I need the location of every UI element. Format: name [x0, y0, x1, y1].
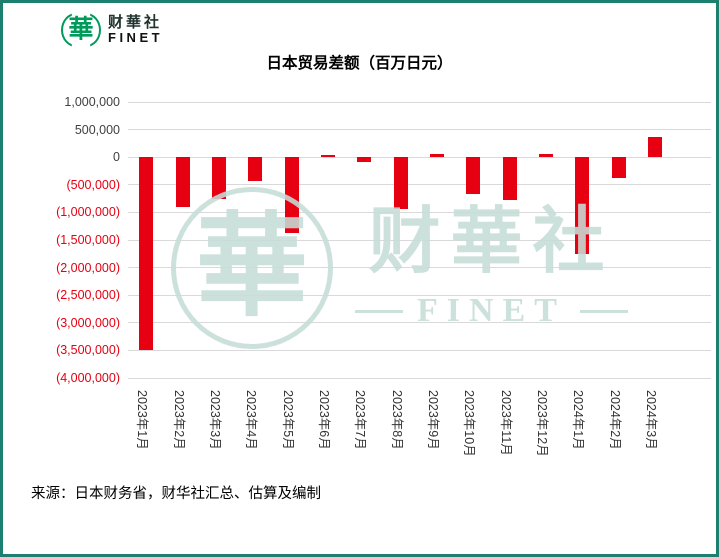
y-tick-label: (4,000,000)	[56, 371, 120, 385]
source-note: 来源：日本财务省，财华社汇总、估算及编制	[31, 486, 321, 502]
bar-2023年9月	[429, 153, 444, 158]
logo-text: 财華社 FINET	[108, 14, 163, 46]
plot-area	[128, 101, 711, 379]
x-tick-label: 2023年8月	[389, 390, 404, 450]
gridline	[128, 211, 711, 213]
y-tick-label: (1,500,000)	[56, 233, 120, 247]
gridline	[128, 156, 711, 158]
bar-2023年11月	[502, 157, 517, 201]
gridline	[128, 101, 711, 103]
bar-2023年1月	[139, 157, 154, 351]
gridline	[128, 294, 711, 296]
bar-2023年6月	[320, 154, 335, 158]
gridline	[128, 267, 711, 269]
bar-2023年8月	[393, 157, 408, 209]
bar-2023年10月	[466, 157, 481, 194]
y-tick-label: (2,000,000)	[56, 260, 120, 275]
y-tick-label: (1,000,000)	[56, 205, 120, 220]
bar-2023年12月	[538, 153, 553, 158]
bar-2024年2月	[611, 157, 626, 179]
y-tick-label: (500,000)	[66, 177, 120, 192]
x-tick-label: 2023年10月	[462, 390, 477, 457]
x-tick-label: 2023年9月	[425, 390, 440, 450]
logo-company-name-cn: 财華社	[108, 13, 163, 31]
y-axis-labels: 1,000,000 500,000 0 (500,000) (1,000,000) (1,…	[28, 95, 120, 385]
finet-logo: 華 财華社 FINET	[61, 11, 163, 49]
bar-2024年3月	[647, 136, 662, 158]
x-tick-label: 2023年2月	[171, 390, 186, 450]
bar-2024年1月	[575, 157, 590, 255]
x-tick-label: 2024年2月	[607, 390, 622, 450]
y-tick-label: (3,000,000)	[56, 315, 120, 330]
x-tick-label: 2024年3月	[643, 390, 658, 450]
x-tick-label: 2024年1月	[571, 390, 586, 450]
bar-2023年3月	[211, 157, 226, 199]
finet-logo-emblem: 華	[61, 11, 101, 49]
x-tick-label: 2023年6月	[316, 390, 331, 450]
y-tick-label: (3,500,000)	[56, 343, 120, 358]
x-tick-label: 2023年11月	[498, 390, 513, 456]
bar-2023年2月	[175, 157, 190, 207]
bar-2023年7月	[357, 157, 372, 162]
x-tick-label: 2023年7月	[353, 390, 368, 450]
logo-company-name-en: FINET	[108, 30, 164, 46]
bar-2023年5月	[284, 157, 299, 233]
y-tick-label: 500,000	[74, 122, 120, 137]
x-tick-label: 2023年3月	[207, 390, 222, 450]
gridline	[128, 184, 711, 186]
y-tick-label: 0	[113, 150, 120, 165]
x-axis-labels: 2023年1月 2023年2月 2023年3月 2023年4月 2023年5月 2023年…	[128, 384, 711, 484]
x-tick-label: 2023年5月	[280, 390, 295, 450]
y-tick-label: 1,000,000	[64, 95, 120, 109]
gridline	[128, 322, 711, 324]
gridline	[128, 377, 711, 379]
x-tick-label: 2023年4月	[244, 390, 259, 450]
x-tick-label: 2023年1月	[135, 390, 150, 450]
gridline	[128, 239, 711, 241]
logo-hua-icon: 華	[68, 15, 94, 44]
chart-title: 日本贸易差额（百万日元）	[266, 55, 453, 72]
gridline	[128, 129, 711, 131]
y-tick-label: (2,500,000)	[56, 288, 120, 303]
gridline	[128, 349, 711, 351]
bar-2023年4月	[248, 157, 263, 181]
x-tick-label: 2023年12月	[534, 390, 549, 457]
